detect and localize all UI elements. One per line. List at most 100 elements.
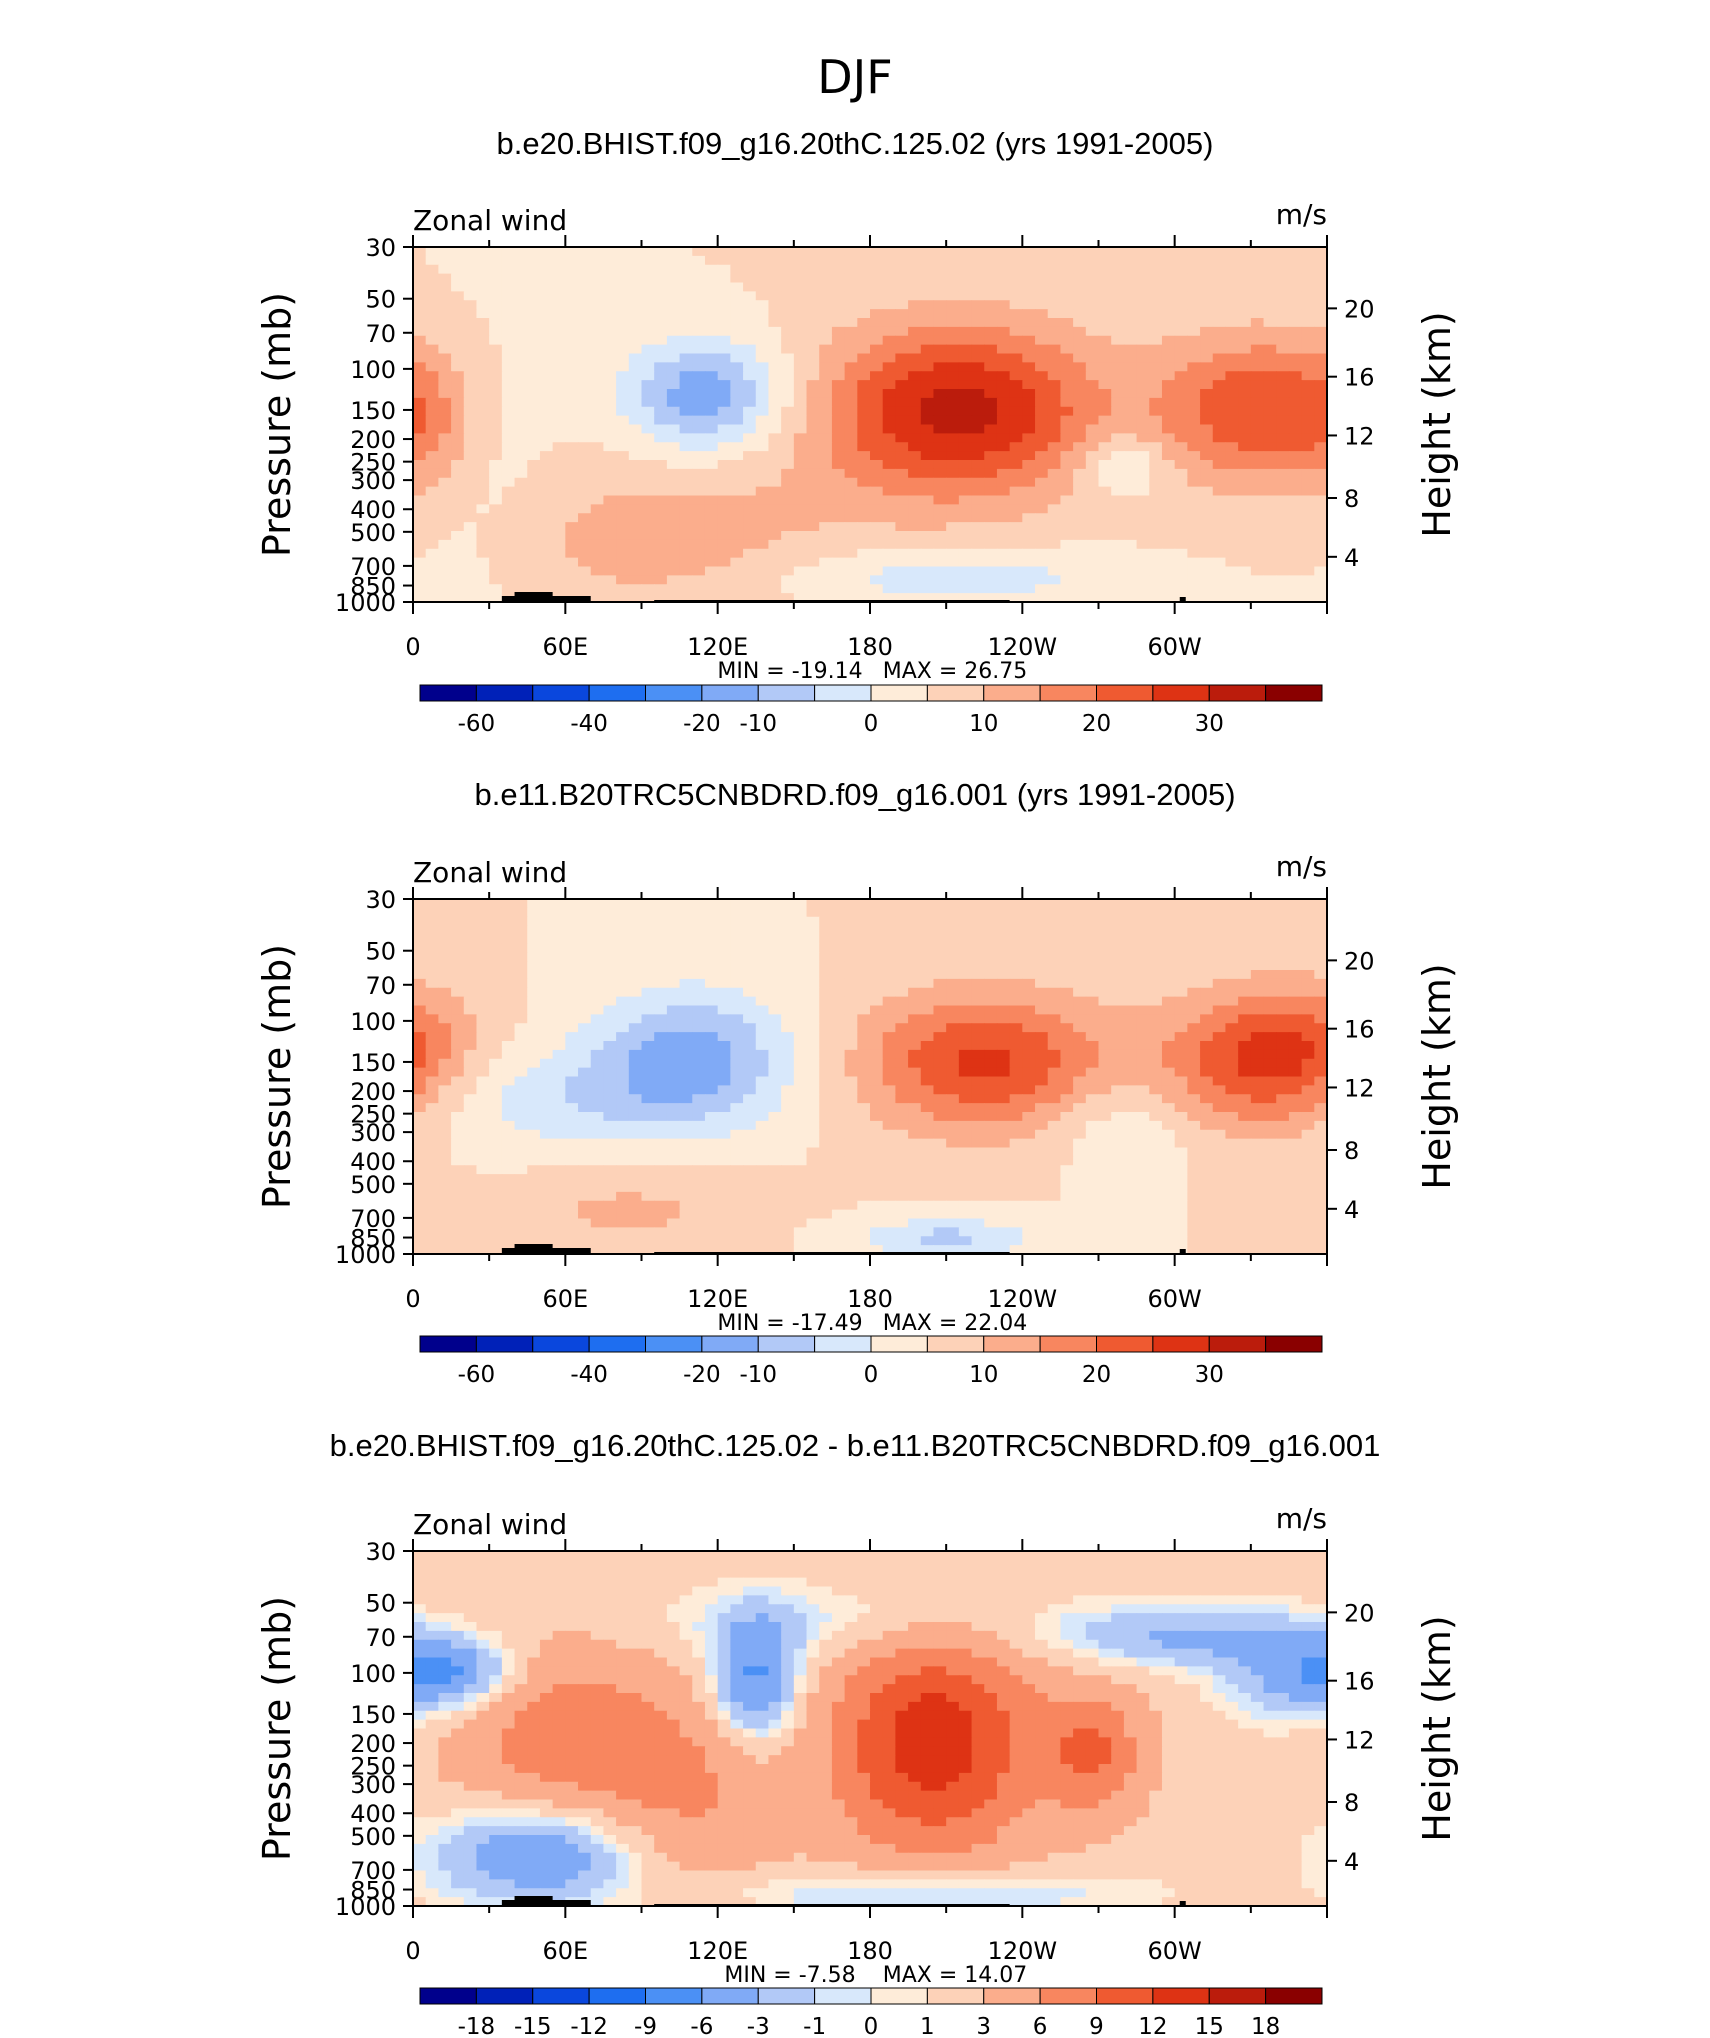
field-cell [1009, 1120, 1023, 1131]
field-cell [654, 326, 668, 337]
field-cell [1035, 468, 1049, 479]
field-cell [1212, 255, 1227, 266]
field-cell [1009, 371, 1023, 381]
field-cell [489, 961, 503, 971]
field-cell [743, 566, 757, 576]
field-cell [654, 1058, 668, 1069]
field-cell [996, 961, 1011, 971]
field-cell [603, 451, 617, 461]
field-cell [793, 899, 808, 909]
field-cell [451, 584, 465, 594]
field-cell [578, 406, 592, 417]
field-cell [920, 1014, 935, 1024]
field-cell [1149, 566, 1163, 576]
field-cell [692, 371, 706, 381]
field-cell [1263, 415, 1277, 426]
field-cell [514, 916, 528, 927]
field-cell [768, 460, 782, 470]
field-cell [1111, 1023, 1125, 1033]
field-cell [616, 397, 630, 408]
field-cell [793, 531, 808, 541]
field-cell [768, 344, 782, 355]
field-cell [793, 916, 808, 927]
field-cell [1047, 557, 1062, 568]
field-cell [882, 406, 896, 417]
field-cell [908, 477, 922, 488]
field-cell [666, 255, 681, 266]
field-cell [908, 952, 922, 962]
field-cell [1288, 1103, 1303, 1113]
field-cell [831, 539, 846, 550]
field-cell [1212, 1112, 1227, 1122]
field-cell [1009, 477, 1023, 488]
field-cell [730, 326, 744, 337]
field-cell [692, 996, 706, 1007]
field-cell [870, 291, 884, 301]
field-cell [590, 593, 605, 603]
field-cell [996, 584, 1011, 594]
field-cell [578, 1094, 592, 1104]
field-cell [1225, 300, 1239, 310]
field-cell [1238, 522, 1252, 532]
field-cell [1123, 557, 1138, 568]
field-cell [501, 575, 516, 585]
colorbar-swatch [475, 684, 534, 702]
field-cell [1314, 934, 1328, 944]
field-cell [717, 1120, 731, 1131]
field-cell [616, 961, 630, 971]
field-cell [857, 1014, 871, 1024]
field-cell [704, 468, 719, 479]
field-cell [882, 575, 896, 585]
field-cell [1212, 1032, 1227, 1042]
field-cell [793, 433, 808, 443]
field-cell [527, 362, 541, 372]
field-cell [819, 548, 833, 559]
field-cell [1009, 1129, 1023, 1140]
field-cell [539, 362, 554, 372]
field-cell [552, 273, 566, 284]
field-cell [527, 397, 541, 408]
field-cell [1187, 952, 1201, 962]
field-cell [996, 1032, 1011, 1042]
field-cell [666, 1138, 681, 1149]
field-cell [984, 318, 998, 328]
field-cell [463, 495, 478, 505]
field-cell [1225, 978, 1239, 989]
field-cell [908, 335, 922, 346]
field-cell [1073, 468, 1087, 479]
field-cell [895, 1005, 909, 1015]
field-cell [831, 291, 846, 301]
field-cell [1123, 424, 1138, 434]
field-cell [1085, 326, 1100, 337]
field-cell [438, 273, 452, 284]
field-cell [565, 899, 579, 909]
field-cell [1035, 424, 1049, 434]
field-cell [1035, 415, 1049, 426]
field-cell [1276, 522, 1290, 532]
field-cell [870, 424, 884, 434]
field-cell [755, 531, 770, 541]
field-cell [641, 1094, 655, 1104]
field-cell [1161, 415, 1176, 426]
field-cell [920, 344, 935, 355]
field-cell [857, 344, 871, 355]
field-cell [666, 1129, 681, 1140]
field-cell [425, 255, 439, 266]
field-cell [1250, 335, 1265, 346]
field-cell [1022, 548, 1036, 559]
field-cell [704, 1023, 719, 1033]
field-cell [831, 961, 846, 971]
field-cell [946, 477, 960, 488]
field-cell [717, 1085, 731, 1095]
field-cell [438, 934, 452, 944]
field-cell [1314, 380, 1328, 390]
field-cell [1009, 970, 1023, 980]
field-cell [1212, 282, 1227, 292]
field-cell [539, 1085, 554, 1095]
field-cell [1111, 273, 1125, 284]
colorbar-tick-label: -60 [458, 711, 496, 737]
field-cell [1161, 504, 1176, 514]
field-cell [895, 362, 909, 372]
field-cell [628, 415, 643, 426]
field-cell [819, 371, 833, 381]
